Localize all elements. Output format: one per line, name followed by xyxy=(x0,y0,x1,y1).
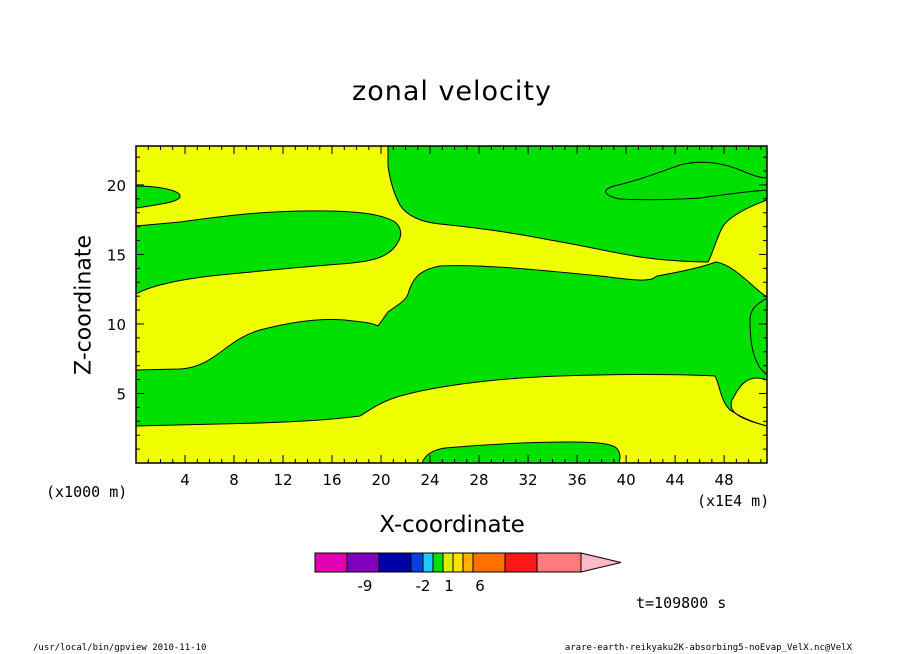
plot-area xyxy=(135,145,768,464)
zero-contour-line xyxy=(387,145,768,263)
colorbar-swatch xyxy=(378,552,412,573)
negative-velocity-region xyxy=(388,146,767,262)
colorbar: -9 -2 1 6 xyxy=(314,552,622,595)
zero-contour-line xyxy=(135,210,402,295)
y-tick-label: 20 xyxy=(107,177,126,195)
colorbar-swatch xyxy=(462,552,474,573)
x-tick-label: 16 xyxy=(322,471,341,489)
time-annotation: t=109800 s xyxy=(636,594,727,612)
y-tick-label: 5 xyxy=(116,385,126,403)
colorbar-swatch xyxy=(432,552,444,573)
y-tick-label: 15 xyxy=(107,246,126,264)
x-tick-label: 40 xyxy=(617,471,636,489)
x-axis-label: X-coordinate xyxy=(379,512,525,538)
zero-contour-line xyxy=(421,441,621,464)
colorbar-arrow xyxy=(580,552,622,573)
colorbar-label: -2 xyxy=(416,577,431,595)
zero-contour-line xyxy=(135,185,181,209)
x-tick-label: 44 xyxy=(666,471,685,489)
zero-contour-line xyxy=(749,297,768,377)
x-tick-label: 24 xyxy=(421,471,440,489)
colorbar-swatch xyxy=(536,552,582,573)
x-axis-ticks: 4 8 12 16 20 24 28 32 36 40 44 48 xyxy=(147,146,762,489)
colorbar-swatch xyxy=(442,552,454,573)
x-tick-label: 12 xyxy=(273,471,292,489)
colorbar-swatch xyxy=(452,552,464,573)
colorbar-label: 1 xyxy=(444,577,454,595)
footer-program-info: /usr/local/bin/gpview 2010-11-10 xyxy=(33,643,207,653)
x-tick-label: 4 xyxy=(180,471,190,489)
chart-title: zonal velocity xyxy=(352,76,552,107)
plot-frame xyxy=(135,145,768,464)
colorbar-label: -9 xyxy=(358,577,373,595)
zero-contour-lines xyxy=(135,145,768,464)
x-tick-label: 20 xyxy=(372,471,391,489)
x-tick-label: 8 xyxy=(229,471,239,489)
negative-velocity-region xyxy=(136,262,767,426)
negative-velocity-region xyxy=(422,442,620,463)
colorbar-label: 6 xyxy=(475,577,485,595)
y-axis-ticks: 5 10 15 20 xyxy=(107,156,767,450)
colorbar-swatch xyxy=(410,552,424,573)
colorbar-swatch xyxy=(314,552,348,573)
colorbar-swatch xyxy=(422,552,434,573)
colorbar-swatch xyxy=(504,552,538,573)
negative-velocity-region xyxy=(136,210,401,294)
negative-velocity-region xyxy=(750,298,767,375)
x-tick-label: 48 xyxy=(715,471,734,489)
x-tick-label: 36 xyxy=(568,471,587,489)
footer-file-info: arare-earth-reikyaku2K-absorbing5-noEvap… xyxy=(564,643,852,653)
zero-contour-line xyxy=(135,261,768,427)
x-unit-note: (x1000 m) xyxy=(46,483,128,501)
x-tick-label: 32 xyxy=(519,471,538,489)
y-tick-label: 10 xyxy=(107,316,126,334)
colorbar-swatch xyxy=(346,552,380,573)
negative-velocity-region xyxy=(136,186,181,208)
x-tick-label: 28 xyxy=(470,471,489,489)
x-unit-note-right: (x1E4 m) xyxy=(697,492,770,510)
colorbar-swatch xyxy=(472,552,506,573)
